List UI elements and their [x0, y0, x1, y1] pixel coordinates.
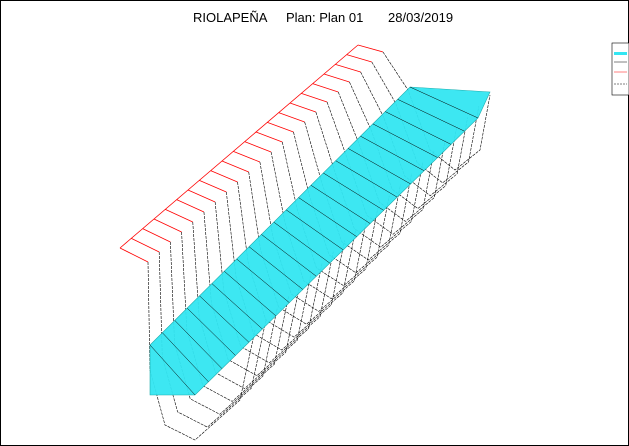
date-label: 28/03/2019	[388, 10, 453, 25]
project-title: RIOLAPEÑA	[193, 10, 268, 25]
bank-top	[165, 208, 193, 223]
section-profile	[349, 81, 457, 209]
section-profile	[315, 111, 424, 248]
bank-top	[119, 247, 149, 263]
water-section-line	[236, 258, 290, 303]
bank-top	[312, 83, 339, 93]
water-section-line	[397, 99, 465, 132]
water-section-line	[199, 295, 250, 343]
bank-top	[142, 228, 171, 243]
bank-top	[187, 189, 216, 203]
bank-top	[233, 150, 261, 163]
water-section-line	[248, 246, 303, 290]
bank-top	[301, 92, 328, 103]
bank-top	[176, 199, 205, 213]
section-profile	[382, 51, 491, 171]
bank-top	[335, 63, 361, 73]
water-section-line	[360, 135, 425, 171]
bank-top	[323, 73, 350, 83]
bank-top	[278, 112, 305, 123]
section-profile	[360, 71, 468, 197]
legend-swatch	[614, 52, 627, 55]
water-section-line	[261, 234, 317, 277]
section-profile	[147, 261, 256, 441]
section-profile	[304, 121, 412, 261]
bank-top	[244, 141, 272, 153]
bank-top	[210, 170, 238, 183]
water-section-line	[162, 332, 209, 382]
bank-line	[119, 44, 359, 249]
section-profile	[192, 221, 301, 389]
water-section-line	[224, 271, 277, 317]
water-section-line	[335, 160, 398, 198]
section-profile	[337, 91, 446, 222]
water-section-line	[385, 111, 452, 145]
water-section-line	[273, 221, 330, 264]
bank-top	[131, 237, 160, 253]
bank-top	[267, 121, 294, 133]
bank-top	[153, 218, 182, 233]
water-section-line	[310, 185, 371, 224]
section-profile	[293, 131, 401, 274]
water-section-line	[149, 344, 196, 396]
legend	[611, 42, 629, 96]
water-section-line	[372, 123, 438, 158]
section-profile	[281, 141, 390, 287]
section-profile	[326, 101, 435, 235]
water-section-line	[286, 209, 344, 251]
plan-label: Plan: Plan 01	[286, 10, 363, 25]
section-profile	[259, 161, 368, 312]
water-section-line	[186, 307, 236, 356]
legend-box	[611, 42, 629, 96]
bank-top	[346, 54, 372, 63]
water-section-line	[298, 197, 357, 237]
bank-top	[357, 44, 384, 53]
water-section-line	[174, 320, 223, 369]
water-section-line	[409, 86, 479, 119]
section-profile	[270, 151, 379, 299]
water-section-line	[323, 172, 384, 211]
bank-top	[255, 131, 283, 143]
section-profile	[158, 251, 267, 428]
bank-top	[221, 160, 249, 173]
section-profile	[371, 61, 480, 184]
section-profile	[226, 191, 334, 351]
water-lines	[149, 86, 479, 396]
water-section-line	[211, 283, 263, 330]
water-section-line	[347, 148, 411, 185]
bank-top	[289, 102, 316, 113]
bank-top	[199, 179, 227, 193]
